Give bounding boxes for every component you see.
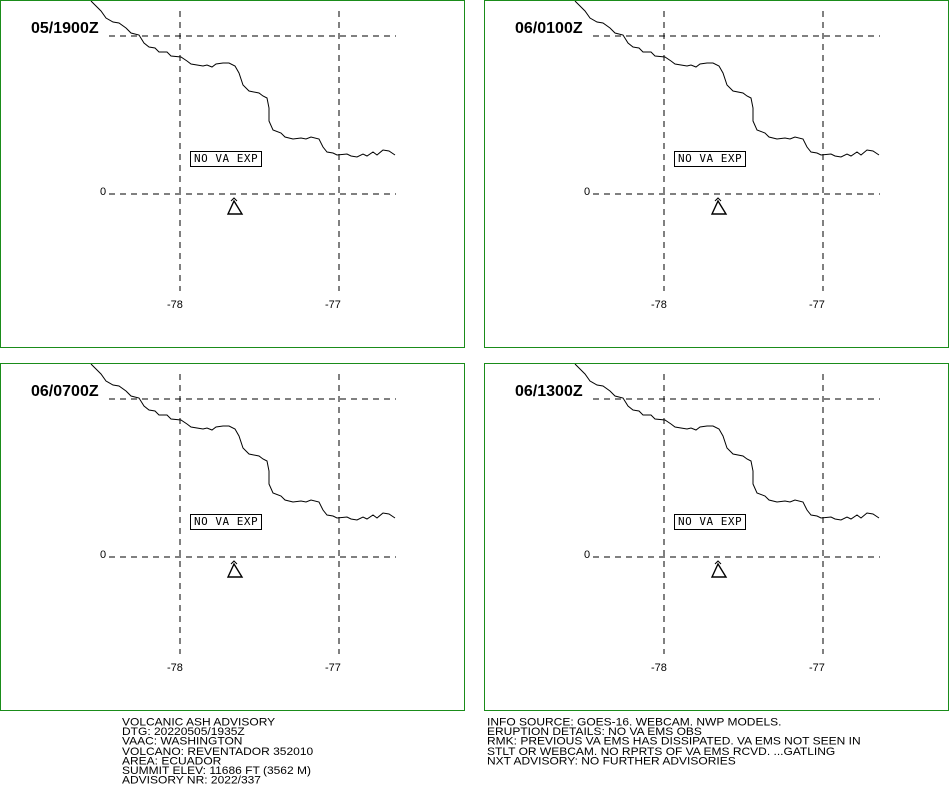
map-graphic (90, 1, 396, 291)
border-line (574, 364, 880, 521)
panel-time: 06/0700Z (31, 383, 99, 400)
lat-label-0: 0 (584, 186, 591, 198)
advisory-line: ERUPTION DETAILS: NO VA EMS OBS (487, 724, 702, 739)
lon-label-78: -78 (651, 662, 667, 674)
map-panel: 06/0700Z 0 -78 -77 NO VA EXP (0, 363, 465, 711)
advisory-details-text: INFO SOURCE: GOES-16. WEBCAM. NWP MODELS… (487, 715, 861, 768)
advisory-line: VAAC: WASHINGTON (122, 734, 243, 748)
advisory-line: SUMMIT ELEV: 11686 FT (3562 M) (122, 763, 311, 777)
advisory-line: NXT ADVISORY: NO FURTHER ADVISORIES (487, 753, 736, 768)
advisory-line: RMK: PREVIOUS VA EMS HAS DISSIPATED. VA … (487, 734, 861, 748)
panel-time: 05/1900Z (31, 20, 99, 37)
advisory-line: DTG: 20220505/1935Z (122, 724, 245, 739)
advisory-line: INFO SOURCE: GOES-16. WEBCAM. NWP MODELS… (487, 715, 782, 729)
lat-label-0: 0 (100, 186, 107, 198)
advisory-line: ADVISORY NR: 2022/337 (122, 773, 261, 787)
lon-label-77: -77 (809, 299, 825, 311)
va-status-box: NO VA EXP (190, 151, 263, 167)
lat-label-0: 0 (100, 549, 107, 561)
lon-label-78: -78 (167, 662, 183, 674)
advisory-line: AREA: ECUADOR (122, 753, 222, 768)
advisory-header-text: VOLCANIC ASH ADVISORY DTG: 20220505/1935… (122, 715, 314, 787)
map-graphic (574, 1, 880, 291)
volcano-icon (710, 197, 728, 215)
map-graphic (90, 364, 396, 654)
border-line (90, 1, 396, 158)
va-status-box: NO VA EXP (190, 514, 263, 530)
va-status-box: NO VA EXP (674, 514, 747, 530)
lon-label-77: -77 (809, 662, 825, 674)
advisory-line: VOLCANIC ASH ADVISORY (122, 715, 276, 729)
lon-label-78: -78 (167, 299, 183, 311)
map-panel: 06/1300Z 0 -78 -77 NO VA EXP (484, 363, 949, 711)
border-line (90, 364, 396, 521)
volcano-icon (226, 197, 244, 215)
panel-time: 06/0100Z (515, 20, 583, 37)
lon-label-78: -78 (651, 299, 667, 311)
map-panel: 05/1900Z 0 -78 -77 NO VA EXP (0, 0, 465, 348)
lat-label-0: 0 (584, 549, 591, 561)
map-panel: 06/0100Z 0 -78 -77 NO VA EXP (484, 0, 949, 348)
volcano-icon (226, 560, 244, 578)
advisory-line: STLT OR WEBCAM. NO RPRTS OF VA EMS RCVD.… (487, 744, 836, 758)
border-line (574, 1, 880, 158)
lon-label-77: -77 (325, 299, 341, 311)
volcano-icon (710, 560, 728, 578)
advisory-line: VOLCANO: REVENTADOR 352010 (122, 744, 314, 758)
lon-label-77: -77 (325, 662, 341, 674)
map-graphic (574, 364, 880, 654)
va-status-box: NO VA EXP (674, 151, 747, 167)
panel-time: 06/1300Z (515, 383, 583, 400)
